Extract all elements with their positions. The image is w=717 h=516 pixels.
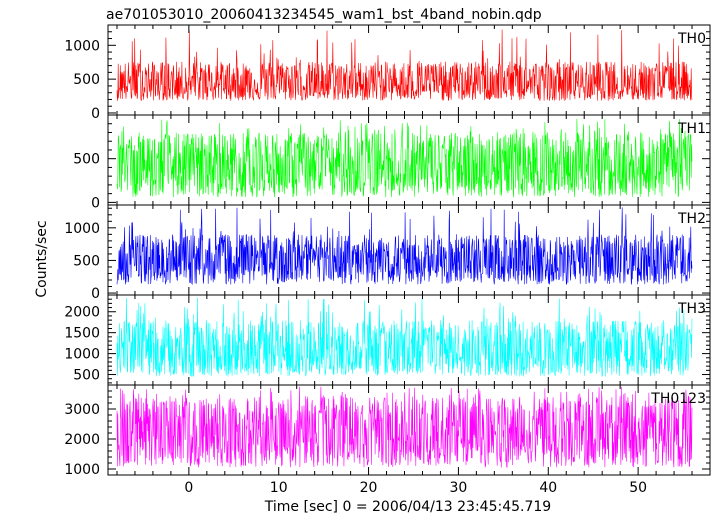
panel-th3: 500 1000 1500 2000 TH3: [64, 294, 711, 386]
series-line-th0: [116, 29, 693, 102]
y-tick-label: 500: [73, 152, 100, 168]
y-tick-label: 500: [73, 368, 100, 384]
y-tick-label: 1000: [64, 347, 100, 363]
panel-th0123: 1000 2000 3000 TH0123: [64, 384, 711, 478]
x-tick-label: 30: [450, 480, 468, 496]
chart-title: ae701053010_20060413234545_wam1_bst_4ban…: [106, 7, 542, 23]
panel-label: TH3: [677, 301, 706, 317]
series-line-th0123: [116, 386, 693, 468]
series-line-th2: [116, 207, 693, 286]
y-tick-label: 1000: [64, 38, 100, 54]
y-axis-label: Counts/sec: [34, 220, 50, 297]
panel-th1: 0 500 TH1: [73, 114, 711, 211]
x-tick-label: 10: [270, 480, 288, 496]
y-tick-label: 2000: [64, 432, 100, 448]
panel-th2: 0 500 1000 TH2: [64, 204, 711, 302]
y-tick-label: 0: [91, 286, 100, 302]
y-tick-label: 0: [91, 106, 100, 122]
y-tick-label: 2000: [64, 305, 100, 321]
x-axis-label: Time [sec] 0 = 2006/04/13 23:45:45.719: [264, 499, 551, 515]
y-tick-label: 0: [91, 195, 100, 211]
x-tick-label: 50: [629, 480, 647, 496]
panel-label: TH2: [677, 211, 706, 227]
y-tick-label: 1500: [64, 326, 100, 342]
panel-label: TH0: [677, 31, 706, 47]
panel-th0: 0 500 1000 TH0: [64, 24, 711, 122]
y-tick-label: 500: [73, 72, 100, 88]
y-tick-label: 1000: [64, 462, 100, 478]
y-tick-label: 3000: [64, 402, 100, 418]
series-line-th3: [116, 297, 693, 378]
x-tick-label: 20: [360, 480, 378, 496]
x-tick-label: 0: [184, 480, 193, 496]
x-tick-label: 40: [539, 480, 557, 496]
y-tick-label: 1000: [64, 221, 100, 237]
panel-label: TH1: [677, 121, 706, 137]
panel-label: TH0123: [650, 391, 706, 407]
panel-frame: [107, 384, 711, 476]
y-tick-label: 500: [73, 253, 100, 269]
series-line-th1: [116, 118, 693, 198]
